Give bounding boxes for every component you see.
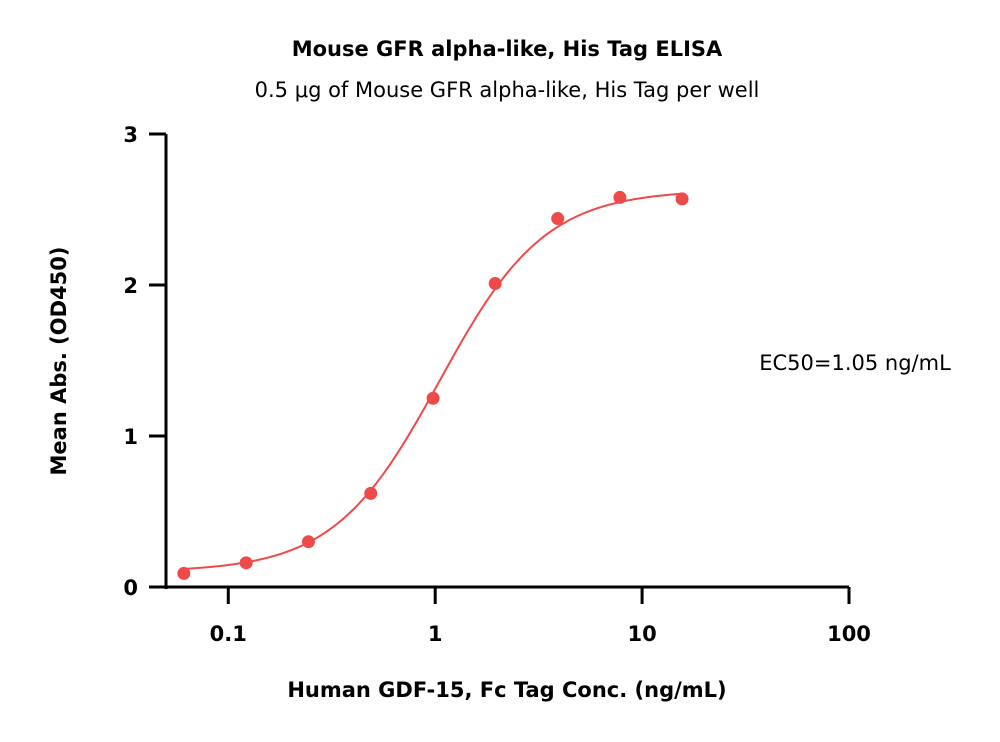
x-ticks: 0.1 1 10 100 (210, 587, 871, 646)
data-point (301, 535, 315, 549)
x-tick-label: 0.1 (210, 622, 247, 646)
data-point (239, 556, 253, 570)
data-point (488, 276, 502, 290)
y-tick-label: 0 (123, 576, 138, 600)
data-point (177, 566, 191, 580)
data-point (613, 190, 627, 204)
x-tick-label: 1 (428, 622, 443, 646)
chart-subtitle: 0.5 μg of Mouse GFR alpha-like, His Tag … (255, 78, 760, 102)
ec50-annotation: EC50=1.05 ng/mL (759, 351, 951, 375)
data-point (675, 192, 689, 206)
data-point (364, 486, 378, 500)
y-tick-label: 2 (123, 274, 138, 298)
y-tick-label: 3 (123, 123, 138, 147)
y-tick-label: 1 (123, 425, 138, 449)
y-axis-title: Mean Abs. (OD450) (47, 247, 71, 476)
axes (149, 134, 849, 589)
x-tick-label: 10 (627, 622, 656, 646)
data-points (177, 190, 689, 580)
x-axis-title: Human GDF-15, Fc Tag Conc. (ng/mL) (287, 678, 726, 702)
y-ticks: 0 1 2 3 (123, 123, 166, 600)
fit-curve (183, 192, 683, 570)
x-tick-label: 100 (827, 622, 871, 646)
data-point (551, 212, 565, 226)
data-point (426, 391, 440, 405)
chart-title: Mouse GFR alpha-like, His Tag ELISA (292, 37, 723, 61)
